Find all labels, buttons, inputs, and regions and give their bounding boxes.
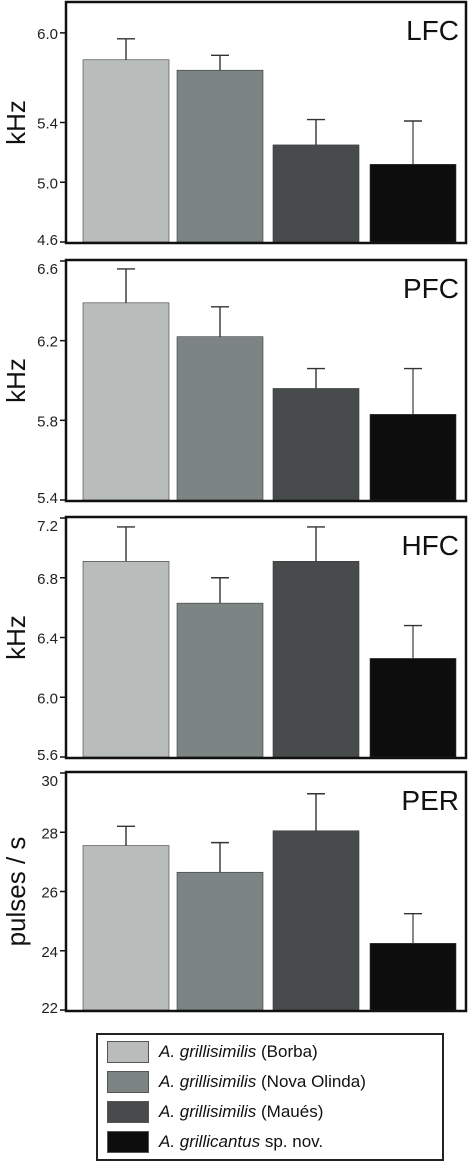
panel-lfc: 4.6 5.0 5.4 6.0 kHz LFC: [1, 0, 468, 249]
bar-0-2: [272, 144, 360, 243]
legend: A. grillisimilis (Borba) A. grillisimili…: [96, 1033, 444, 1161]
bar-0-3: [369, 164, 457, 243]
legend-swatch-grillicantus: [107, 1131, 149, 1153]
bar-3-1: [176, 871, 264, 1011]
panel-frame-1: [64, 258, 468, 503]
y-tick-label-3-4: 30: [41, 773, 58, 790]
bar-2-3: [369, 658, 457, 758]
bar-2-1: [176, 602, 264, 758]
y-tick-label-0-3: 6.0: [37, 26, 58, 43]
panel-title-1: PFC: [403, 273, 459, 304]
legend-locality-nova-olinda: (Nova Olinda): [256, 1072, 366, 1091]
bar-3-3: [369, 943, 457, 1011]
y-tick-label-2-3: 6.8: [37, 571, 58, 588]
y-tick-label-1-3: 6.6: [37, 261, 58, 278]
legend-species-maues: A. grillisimilis: [159, 1102, 257, 1121]
legend-swatch-maues: [107, 1101, 149, 1123]
y-axis-label-0: kHz: [1, 100, 31, 145]
bar-0-0: [82, 59, 170, 243]
bar-1-2: [272, 388, 360, 501]
y-axis-label-1: kHz: [1, 358, 31, 403]
y-axis-label-2: kHz: [1, 615, 31, 660]
legend-locality-maues: (Maués): [256, 1102, 324, 1121]
legend-status-grillicantus: sp. nov.: [260, 1132, 324, 1151]
y-tick-label-2-2: 6.4: [37, 631, 58, 648]
bar-2-2: [272, 561, 360, 758]
y-tick-label-2-4: 7.2: [37, 518, 58, 535]
y-axis-label-3: pulses / s: [1, 837, 31, 947]
y-tick-label-1-0: 5.4: [37, 490, 58, 507]
y-tick-label-2-0: 5.6: [37, 747, 58, 764]
bar-1-3: [369, 414, 457, 501]
y-tick-label-0-2: 5.4: [37, 116, 58, 133]
panel-pfc: 5.4 5.8 6.2 6.6 kHz PFC: [1, 258, 468, 507]
legend-species-grillicantus: A. grillicantus: [159, 1132, 261, 1151]
y-tick-label-0-1: 5.0: [37, 175, 58, 192]
bar-1-1: [176, 336, 264, 501]
panel-title-2: HFC: [401, 530, 459, 561]
y-tick-label-3-2: 26: [41, 885, 58, 902]
y-tick-label-0-0: 4.6: [37, 232, 58, 249]
y-tick-label-3-1: 24: [41, 944, 58, 961]
panel-per: 22 24 26 28 30 pulses / s PER: [1, 770, 468, 1017]
bar-1-0: [82, 302, 170, 501]
y-tick-label-1-2: 6.2: [37, 334, 58, 351]
panel-hfc: 5.6 6.0 6.4 6.8 7.2 kHz HFC: [1, 515, 468, 764]
bar-2-0: [82, 561, 170, 758]
legend-species-borba: A. grillisimilis: [159, 1042, 257, 1061]
y-tick-label-3-0: 22: [41, 1000, 58, 1017]
y-tick-label-1-1: 5.8: [37, 413, 58, 430]
panel-title-0: LFC: [406, 15, 459, 46]
bar-3-2: [272, 830, 360, 1011]
y-tick-label-3-3: 28: [41, 825, 58, 842]
legend-item-grillicantus: A. grillicantus sp. nov.: [107, 1130, 323, 1154]
bar-0-1: [176, 69, 264, 243]
bar-3-0: [82, 845, 170, 1011]
legend-swatch-borba: [107, 1041, 149, 1063]
legend-locality-borba: (Borba): [256, 1042, 318, 1061]
legend-item-nova-olinda: A. grillisimilis (Nova Olinda): [107, 1070, 366, 1094]
panel-title-3: PER: [401, 785, 459, 816]
legend-swatch-nova-olinda: [107, 1071, 149, 1093]
legend-item-borba: A. grillisimilis (Borba): [107, 1040, 318, 1064]
legend-item-maues: A. grillisimilis (Maués): [107, 1100, 323, 1124]
legend-species-nova-olinda: A. grillisimilis: [159, 1072, 257, 1091]
y-tick-label-2-1: 6.0: [37, 690, 58, 707]
